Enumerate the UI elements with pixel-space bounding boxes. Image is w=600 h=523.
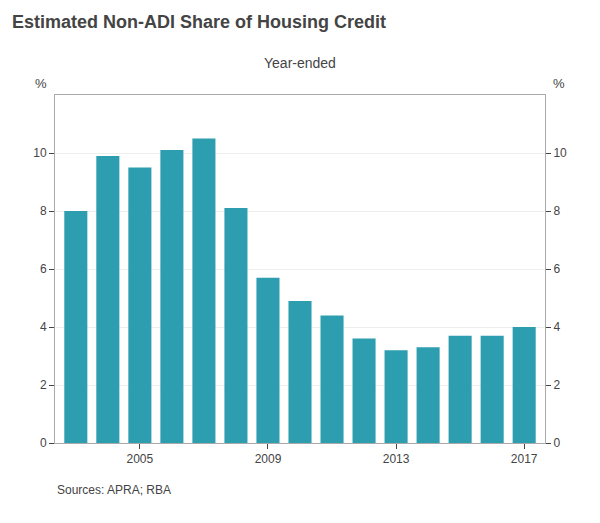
svg-text:6: 6 bbox=[40, 262, 47, 276]
svg-text:10: 10 bbox=[33, 146, 47, 160]
svg-text:Estimated Non-ADI Share of Hou: Estimated Non-ADI Share of Housing Credi… bbox=[12, 12, 386, 32]
svg-text:2: 2 bbox=[40, 378, 47, 392]
svg-text:0: 0 bbox=[553, 436, 560, 450]
svg-text:4: 4 bbox=[553, 320, 560, 334]
svg-text:6: 6 bbox=[553, 262, 560, 276]
svg-text:2005: 2005 bbox=[127, 452, 154, 466]
svg-text:8: 8 bbox=[553, 204, 560, 218]
svg-text:2017: 2017 bbox=[511, 452, 538, 466]
svg-text:4: 4 bbox=[40, 320, 47, 334]
svg-text:2013: 2013 bbox=[383, 452, 410, 466]
svg-text:Sources: APRA; RBA: Sources: APRA; RBA bbox=[57, 483, 171, 497]
svg-text:Year-ended: Year-ended bbox=[264, 55, 336, 71]
svg-text:8: 8 bbox=[40, 204, 47, 218]
svg-text:2: 2 bbox=[553, 378, 560, 392]
svg-text:10: 10 bbox=[553, 146, 567, 160]
svg-text:%: % bbox=[553, 76, 565, 91]
svg-text:2009: 2009 bbox=[255, 452, 282, 466]
svg-text:%: % bbox=[35, 76, 47, 91]
svg-text:0: 0 bbox=[40, 436, 47, 450]
